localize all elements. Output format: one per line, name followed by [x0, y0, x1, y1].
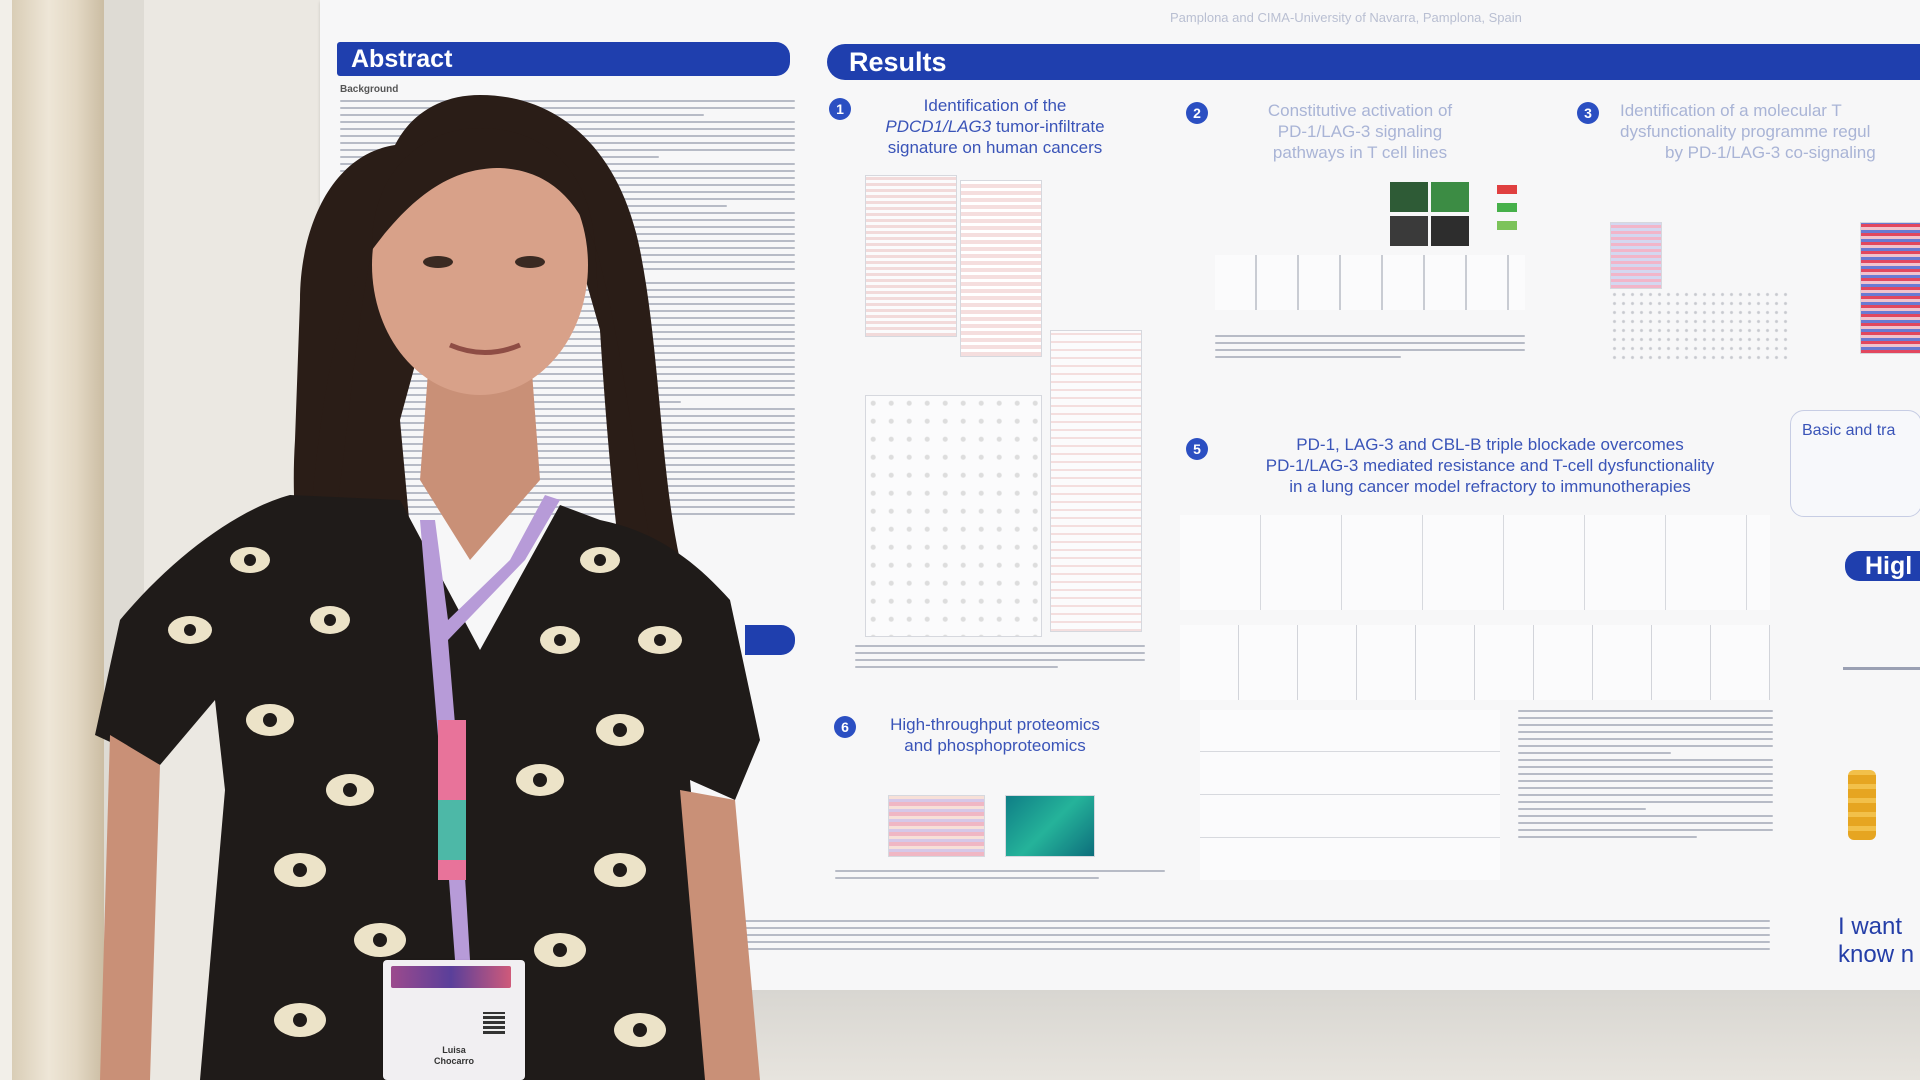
- panel1-heatmap: [865, 175, 957, 337]
- hair-front: [371, 128, 595, 250]
- lanyard-colorful-section-2: [438, 800, 466, 860]
- panel2-microscopy: [1390, 182, 1470, 250]
- results-heading-bar: Results: [827, 44, 1920, 80]
- panel1-scatter: [1050, 330, 1142, 632]
- panel5-number: 5: [1186, 438, 1208, 460]
- neck: [420, 345, 540, 560]
- mouth: [449, 342, 521, 355]
- side-box: [1790, 410, 1920, 517]
- poster-references: [740, 920, 1770, 955]
- panel6-number: 6: [834, 716, 856, 738]
- dress-pattern: [168, 547, 682, 1047]
- panel2-number: 2: [1186, 102, 1208, 124]
- panel2-caption: [1215, 335, 1525, 363]
- panel5-bar-plots: [1200, 710, 1500, 880]
- side-heading-bar: Higl: [1845, 551, 1920, 581]
- panel1-number: 1: [829, 98, 851, 120]
- side-coins-graphic: [1848, 770, 1876, 840]
- hair-right-strand: [595, 245, 650, 560]
- poster-top-text: Pamplona and CIMA-University of Navarra,…: [1170, 10, 1522, 25]
- side-box-title: Basic and tra: [1802, 422, 1896, 439]
- panel2-title: Constitutive activation of PD-1/LAG-3 si…: [1267, 101, 1453, 162]
- dress-pattern-dots: [184, 554, 666, 1037]
- panel3-number: 3: [1577, 102, 1599, 124]
- dress: [95, 495, 760, 1080]
- panel1-caption: [855, 645, 1145, 673]
- panel3-scatter: [1610, 290, 1790, 360]
- results-heading: Results: [849, 46, 947, 77]
- panel3-heatmap-right: [1860, 222, 1920, 354]
- panel2-legend: [1497, 185, 1517, 245]
- bottom-right-text: I want know n: [1838, 913, 1915, 968]
- badge-qr-code: [483, 1012, 505, 1034]
- badge-header-graphic: [391, 966, 511, 988]
- abstract-first-line: Background: [340, 84, 399, 95]
- panel6-heatmap-red: [888, 795, 985, 857]
- panel2-bar-chart: [1215, 255, 1525, 310]
- abstract-heading: Abstract: [351, 44, 453, 73]
- left-eye: [423, 256, 453, 268]
- panel5-caption: [1518, 710, 1773, 843]
- panel3-heatmap-left: [1610, 222, 1662, 289]
- right-eye: [515, 256, 545, 268]
- abstract-heading-bar: Abstract: [337, 42, 790, 76]
- panel1-heatmap-2: [960, 180, 1042, 357]
- panel5-survival-plots: [1180, 625, 1770, 700]
- abstract-blue-tab: [745, 625, 795, 655]
- right-arm: [680, 790, 760, 1080]
- hair-left-strand: [310, 250, 372, 520]
- panel5-title: PD-1, LAG-3 and CBL-B triple blockade ov…: [1265, 435, 1715, 496]
- panel6-title: High-throughput proteomics and phosphopr…: [890, 715, 1100, 755]
- panel6-heatmap-teal: [1005, 795, 1095, 857]
- face: [372, 135, 588, 395]
- wooden-post: [12, 0, 104, 1080]
- side-heading: Higl: [1865, 551, 1913, 580]
- side-divider: [1843, 667, 1920, 670]
- left-arm: [100, 735, 160, 1080]
- panel1-network: [865, 395, 1042, 637]
- panel6-caption: [835, 870, 1165, 884]
- panel3-title: Identification of a molecular T dysfunct…: [1620, 101, 1876, 162]
- badge-name: Luisa Chocarro: [433, 1045, 474, 1066]
- name-badge: Luisa Chocarro: [383, 960, 525, 1080]
- panel5-tumor-growth-plots: [1180, 515, 1770, 610]
- panel1-title: Identification of the PDCD1/LAG3 tumor-i…: [885, 96, 1105, 157]
